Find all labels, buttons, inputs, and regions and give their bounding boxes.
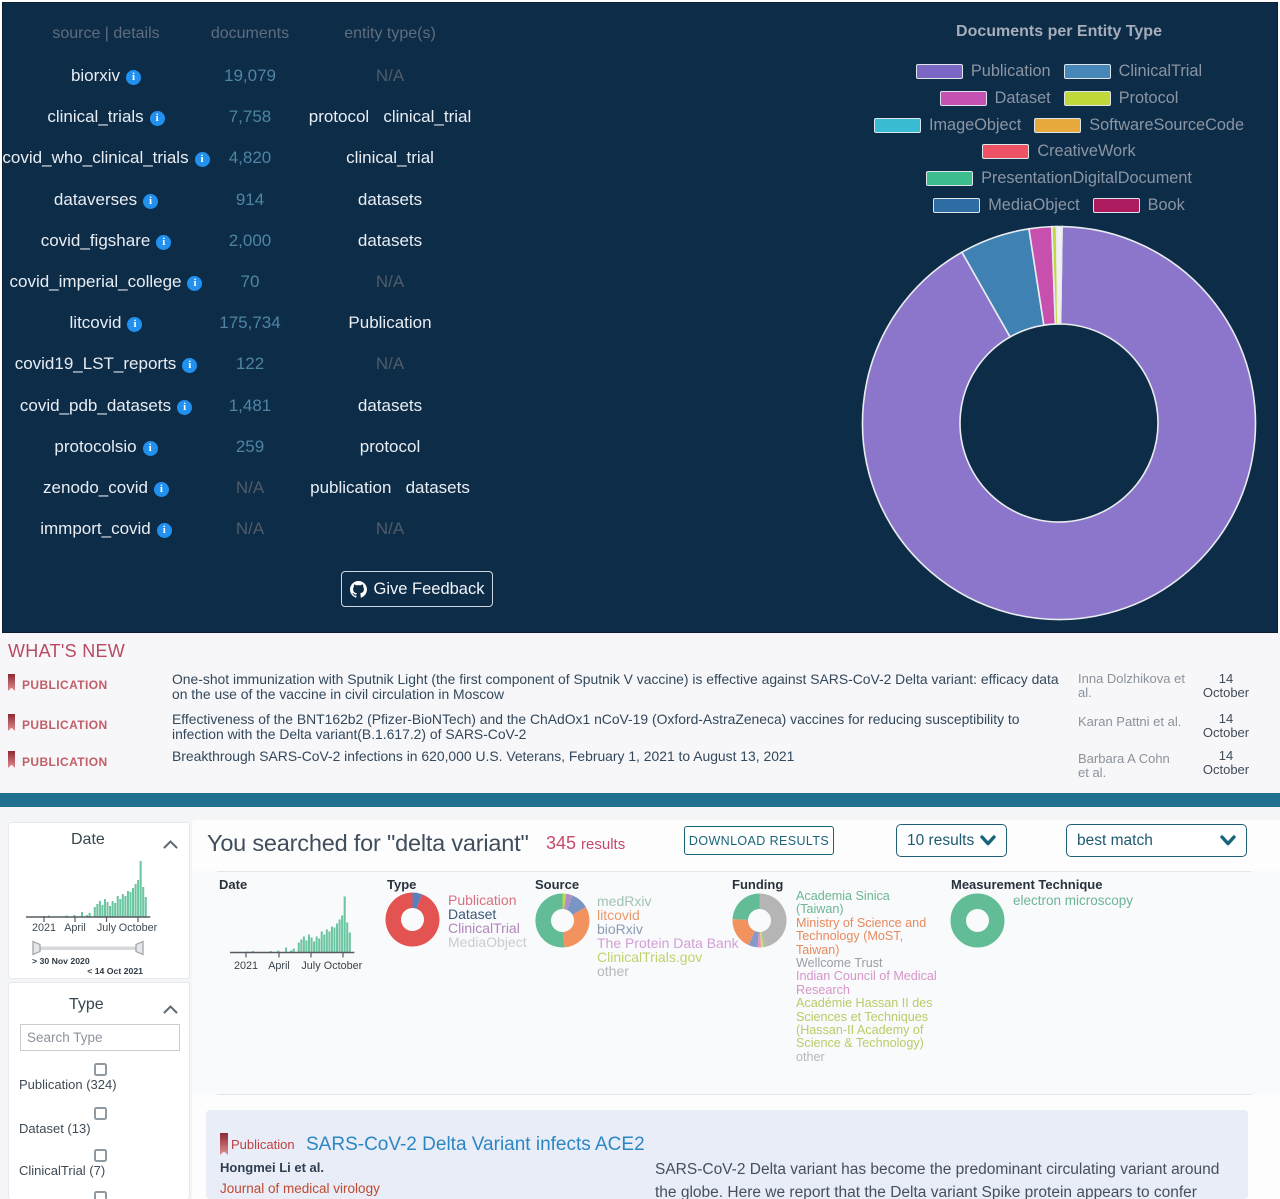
svg-text:2021: 2021 bbox=[32, 922, 56, 934]
svg-text:April: April bbox=[64, 922, 86, 934]
svg-text:2021: 2021 bbox=[234, 960, 258, 972]
svg-text:July: July bbox=[301, 960, 321, 972]
svg-text:April: April bbox=[268, 960, 290, 972]
svg-text:July: July bbox=[97, 922, 117, 934]
svg-text:October: October bbox=[324, 960, 363, 972]
svg-text:October: October bbox=[119, 922, 158, 934]
